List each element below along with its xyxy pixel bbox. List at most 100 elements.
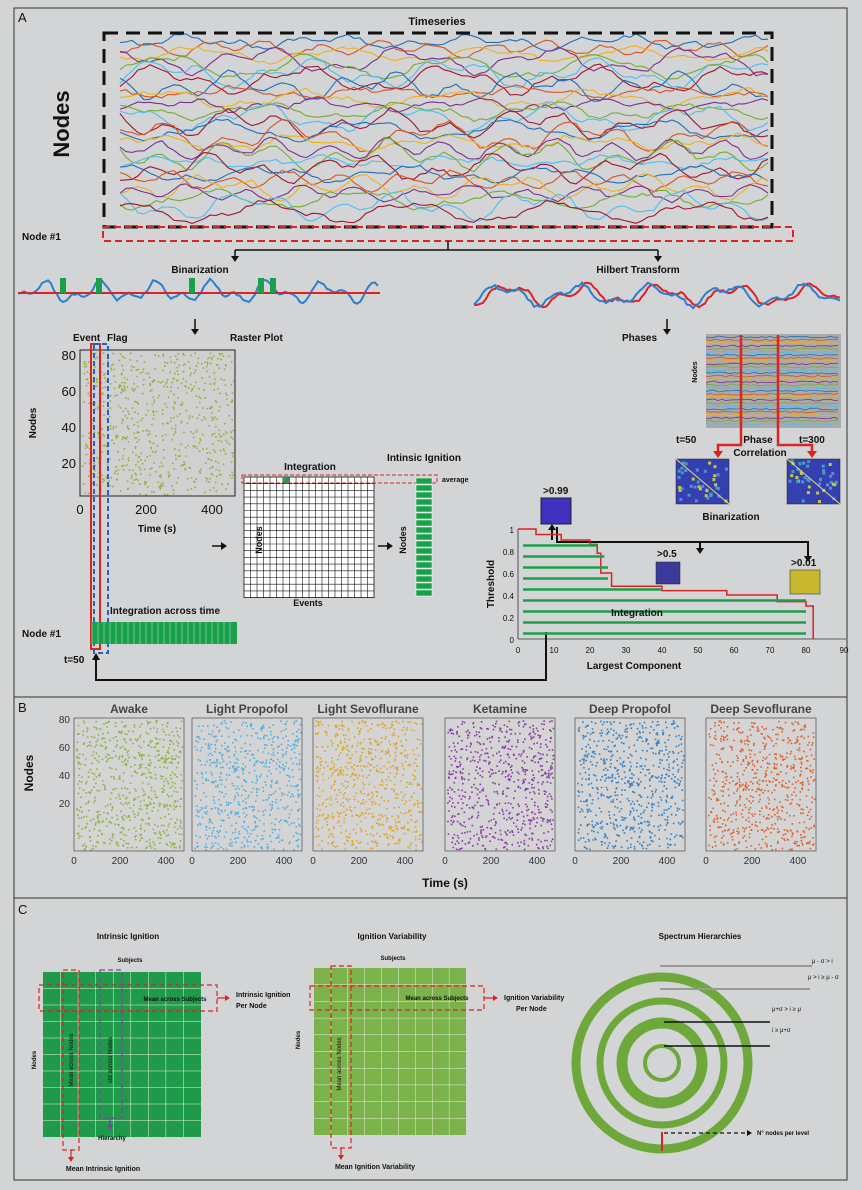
raster-dot <box>505 841 507 844</box>
raster-dot <box>744 806 747 809</box>
raster-dot <box>496 765 498 767</box>
raster-dot <box>800 761 803 764</box>
raster-dot <box>392 837 394 839</box>
raster-dot <box>253 757 255 759</box>
raster-dot <box>471 824 474 827</box>
raster-dot <box>217 835 220 837</box>
raster-dot <box>84 491 87 494</box>
raster-dot <box>577 782 579 785</box>
raster-dot <box>387 748 389 751</box>
raster-dot <box>402 720 404 723</box>
raster-dot <box>389 834 391 837</box>
raster-dot <box>709 829 711 832</box>
raster-dot <box>466 757 469 759</box>
raster-dot <box>638 804 640 806</box>
raster-dot <box>197 815 200 818</box>
raster-dot <box>365 776 368 779</box>
raster-dot <box>524 789 526 792</box>
raster-dot <box>605 777 608 780</box>
raster-dot <box>380 723 382 726</box>
raster-dot <box>335 798 337 800</box>
raster-dot <box>95 379 98 381</box>
raster-dot <box>135 474 137 476</box>
raster-dot <box>151 450 154 453</box>
raster-dot <box>714 724 716 727</box>
raster-dot <box>192 436 195 439</box>
raster-dot <box>205 462 207 464</box>
raster-dot <box>793 729 796 731</box>
raster-dot <box>412 774 414 776</box>
raster-dot <box>137 403 140 405</box>
raster-dot <box>384 738 386 740</box>
raster-dot <box>745 827 747 829</box>
raster-dot <box>370 758 373 760</box>
raster-dot <box>85 453 88 456</box>
raster-dot <box>523 848 526 851</box>
raster-dot <box>674 781 676 783</box>
raster-dot <box>723 819 725 821</box>
raster-dot <box>271 753 273 756</box>
raster-dot <box>639 794 641 797</box>
corr-cell <box>698 487 702 491</box>
raster-dot <box>398 722 400 724</box>
raster-dot <box>396 766 399 768</box>
corr-cell <box>684 469 688 472</box>
raster-dot <box>588 793 591 796</box>
raster-dot <box>471 806 474 808</box>
raster-dot <box>151 423 153 426</box>
raster-dot <box>631 784 634 786</box>
raster-dot <box>124 801 127 804</box>
raster-dot <box>771 815 773 818</box>
event-bar <box>96 278 102 293</box>
raster-dot <box>801 842 803 845</box>
raster-dot <box>586 799 588 802</box>
raster-dot <box>511 817 514 819</box>
raster-dot <box>360 759 362 762</box>
raster-dot <box>126 480 129 483</box>
raster-dot <box>227 727 230 730</box>
raster-dot <box>282 763 284 766</box>
raster-dot <box>665 787 668 790</box>
raster-dot <box>173 735 175 737</box>
raster-dot <box>77 783 79 785</box>
raster-dot <box>126 417 129 419</box>
raster-dot <box>723 785 725 788</box>
raster-dot <box>756 726 759 728</box>
raster-dot <box>463 821 465 824</box>
corr-cell <box>807 460 811 464</box>
raster-dot <box>776 773 778 776</box>
raster-dot <box>123 839 125 842</box>
raster-dot <box>83 848 86 850</box>
raster-dot <box>172 844 174 846</box>
raster-dot <box>254 821 256 823</box>
raster-dot <box>149 455 151 457</box>
timeseries-line <box>119 188 769 211</box>
raster-dot <box>526 814 529 817</box>
raster-dot <box>86 730 88 733</box>
raster-dot <box>245 790 247 792</box>
raster-dot <box>537 761 540 763</box>
raster-dot <box>408 763 411 766</box>
raster-dot <box>739 795 741 797</box>
raster-dot <box>621 734 624 737</box>
raster-dot <box>387 800 390 802</box>
raster-dot <box>414 803 416 805</box>
raster-dot <box>344 738 346 740</box>
raster-dot <box>396 767 398 769</box>
raster-dot <box>582 837 585 839</box>
raster-dot <box>214 842 217 844</box>
raster-dot <box>204 811 206 814</box>
raster-dot <box>219 762 221 765</box>
raster-dot <box>232 429 234 432</box>
raster-dot <box>150 803 152 805</box>
corr-cell <box>694 499 698 503</box>
raster-dot <box>768 736 770 738</box>
raster-dot <box>180 382 183 385</box>
raster-dot <box>357 800 360 803</box>
raster-dot <box>743 830 746 833</box>
raster-dot <box>479 783 481 786</box>
raster-dot <box>750 845 752 847</box>
raster-dot <box>528 819 530 821</box>
raster-dot <box>80 835 83 838</box>
raster-dot <box>611 776 614 779</box>
